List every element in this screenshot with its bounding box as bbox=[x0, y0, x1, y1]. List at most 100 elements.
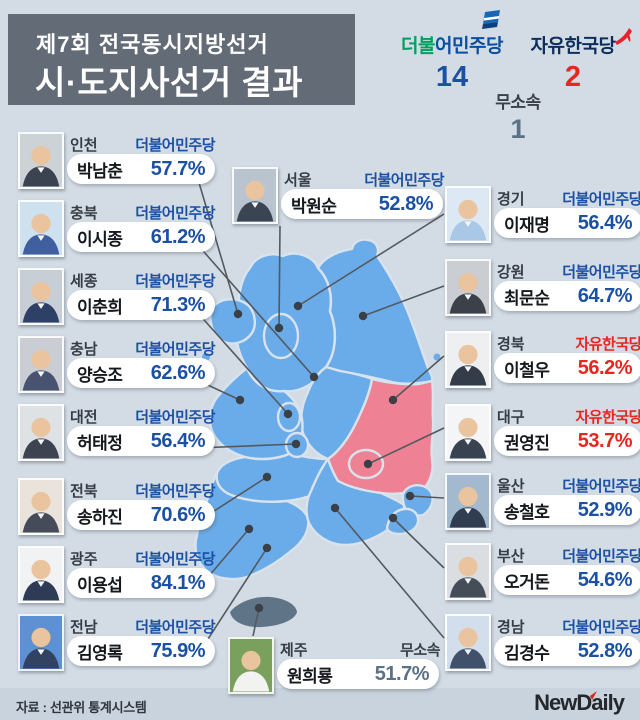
footer-strip bbox=[0, 688, 640, 720]
party-label: 더불어민주당 bbox=[562, 264, 640, 281]
region-label: 부산 bbox=[497, 548, 525, 565]
vote-percentage: 54.6% bbox=[577, 568, 633, 591]
candidate-photo bbox=[445, 331, 491, 388]
party-name-lkp: 자유한국당 bbox=[530, 36, 616, 57]
newdaily-logo: NewDaily bbox=[534, 690, 625, 716]
person-silhouette-icon bbox=[447, 406, 489, 459]
region-result-card: 제주 무소속 원희룡 51.7% bbox=[228, 637, 440, 699]
result-pill: 이춘희 71.3% bbox=[67, 290, 215, 320]
region-label: 경북 bbox=[497, 336, 525, 353]
candidate-photo bbox=[18, 132, 64, 189]
party-label: 더불어민주당 bbox=[135, 341, 215, 358]
caption-row: 충북 더불어민주당 bbox=[70, 202, 215, 223]
province-jeju bbox=[230, 596, 297, 628]
candidate-photo bbox=[445, 614, 491, 671]
vote-percentage: 53.7% bbox=[577, 429, 633, 452]
result-pill: 김경수 52.8% bbox=[494, 636, 640, 666]
region-result-card: 충남 더불어민주당 양승조 62.6% bbox=[18, 336, 218, 398]
region-result-card: 세종 더불어민주당 이춘희 71.3% bbox=[18, 268, 218, 330]
person-silhouette-icon bbox=[20, 338, 62, 391]
candidate-photo bbox=[445, 186, 491, 243]
minjoo-flag-icon bbox=[482, 10, 500, 29]
seat-count-lkp: 2 bbox=[564, 61, 582, 93]
party-label: 자유한국당 bbox=[575, 409, 640, 426]
candidate-photo bbox=[445, 473, 491, 530]
party-summary-minjoo: 더불어민주당 14 bbox=[388, 10, 516, 94]
caption-row: 대구 자유한국당 bbox=[497, 406, 640, 427]
region-result-card: 대구 자유한국당 권영진 53.7% bbox=[445, 404, 640, 466]
candidate-name: 김경수 bbox=[504, 643, 550, 663]
caption-row: 충남 더불어민주당 bbox=[70, 338, 215, 359]
caption-row: 광주 더불어민주당 bbox=[70, 548, 215, 569]
caption-row: 제주 무소속 bbox=[280, 639, 440, 660]
person-silhouette-icon bbox=[20, 270, 62, 323]
person-silhouette-icon bbox=[20, 548, 62, 601]
region-label: 대구 bbox=[497, 409, 525, 426]
party-summary-indep: 무소속 1 bbox=[468, 88, 568, 145]
candidate-photo bbox=[18, 200, 64, 257]
source-credit: 자료 : 선관위 통계시스템 bbox=[16, 700, 147, 715]
person-silhouette-icon bbox=[20, 480, 62, 533]
vote-percentage: 56.4% bbox=[577, 211, 633, 234]
caption-row: 부산 더불어민주당 bbox=[497, 545, 640, 566]
result-pill: 이철우 56.2% bbox=[494, 353, 640, 383]
caption-row: 경북 자유한국당 bbox=[497, 333, 640, 354]
vote-percentage: 71.3% bbox=[150, 293, 206, 316]
region-label: 전남 bbox=[70, 619, 98, 636]
party-label: 더불어민주당 bbox=[562, 548, 640, 565]
candidate-photo bbox=[445, 404, 491, 461]
candidate-name: 원희룡 bbox=[287, 666, 333, 686]
region-dots bbox=[233, 301, 415, 613]
party-label: 더불어민주당 bbox=[135, 137, 215, 154]
result-pill: 허태정 56.4% bbox=[67, 426, 215, 456]
party-label: 더불어민주당 bbox=[135, 551, 215, 568]
region-label: 강원 bbox=[497, 264, 525, 281]
vote-percentage: 56.4% bbox=[150, 429, 206, 452]
candidate-name: 오거돈 bbox=[504, 572, 550, 592]
candidate-name: 이시종 bbox=[77, 229, 123, 249]
person-silhouette-icon bbox=[20, 616, 62, 669]
caption-row: 울산 더불어민주당 bbox=[497, 475, 640, 496]
party-label: 더불어민주당 bbox=[364, 172, 444, 189]
party-name-minjoo: 더불어민주당 bbox=[388, 31, 516, 58]
region-result-card: 전북 더불어민주당 송하진 70.6% bbox=[18, 478, 218, 540]
island-ulleungdo bbox=[433, 353, 441, 361]
party-label: 자유한국당 bbox=[575, 336, 640, 353]
vote-percentage: 52.9% bbox=[577, 498, 633, 521]
candidate-photo bbox=[18, 404, 64, 461]
candidate-name: 권영진 bbox=[504, 433, 550, 453]
person-silhouette-icon bbox=[447, 475, 489, 528]
result-pill: 박원순 52.8% bbox=[281, 189, 443, 219]
region-label: 전북 bbox=[70, 483, 98, 500]
candidate-name: 양승조 bbox=[77, 365, 123, 385]
lkp-torch-icon bbox=[615, 28, 632, 45]
region-result-card: 전남 더불어민주당 김영록 75.9% bbox=[18, 614, 218, 676]
candidate-name: 최문순 bbox=[504, 288, 550, 308]
region-result-card: 부산 더불어민주당 오거돈 54.6% bbox=[445, 543, 640, 605]
title-line1: 제7회 전국동시지방선거 bbox=[36, 32, 269, 57]
result-pill: 원희룡 51.7% bbox=[277, 659, 439, 689]
caption-row: 세종 더불어민주당 bbox=[70, 270, 215, 291]
caption-row: 대전 더불어민주당 bbox=[70, 406, 215, 427]
candidate-photo bbox=[18, 336, 64, 393]
region-result-card: 경북 자유한국당 이철우 56.2% bbox=[445, 331, 640, 393]
province-seoul bbox=[262, 312, 300, 360]
candidate-name: 이재명 bbox=[504, 215, 550, 235]
result-pill: 이재명 56.4% bbox=[494, 208, 640, 238]
result-pill: 양승조 62.6% bbox=[67, 358, 215, 388]
caption-row: 강원 더불어민주당 bbox=[497, 261, 640, 282]
candidate-name: 허태정 bbox=[77, 433, 123, 453]
result-pill: 이용섭 84.1% bbox=[67, 568, 215, 598]
candidate-name: 이춘희 bbox=[77, 297, 123, 317]
vote-percentage: 57.7% bbox=[150, 157, 206, 180]
candidate-photo bbox=[232, 167, 278, 224]
seat-count-minjoo: 14 bbox=[435, 61, 469, 93]
party-label: 더불어민주당 bbox=[135, 205, 215, 222]
caption-row: 서울 더불어민주당 bbox=[284, 169, 444, 190]
party-label: 더불어민주당 bbox=[135, 409, 215, 426]
brand-text: NewDaily bbox=[534, 690, 625, 715]
person-silhouette-icon bbox=[234, 169, 276, 222]
